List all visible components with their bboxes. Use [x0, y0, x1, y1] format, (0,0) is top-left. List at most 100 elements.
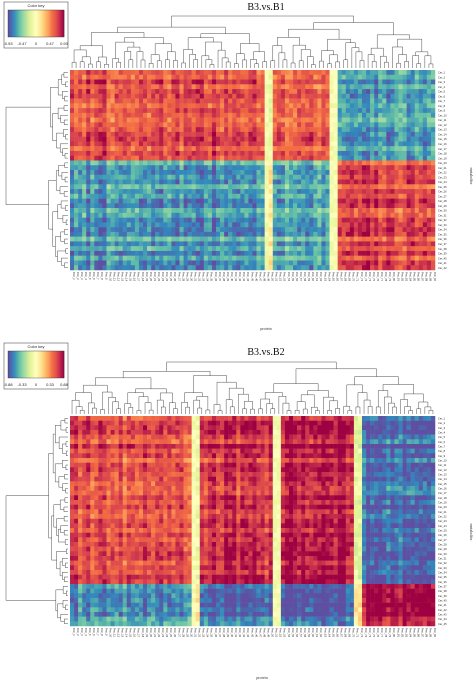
heatmap-cell: [224, 141, 229, 147]
heatmap-cell: [260, 131, 265, 137]
column-label: Prot_13: [121, 272, 125, 282]
heatmap-cell: [224, 420, 229, 426]
heatmap-cell: [345, 146, 351, 152]
heatmap-cell: [410, 439, 415, 445]
heatmap-cell: [370, 241, 375, 247]
heatmap-cell: [191, 203, 196, 209]
heatmap-cell: [301, 117, 306, 123]
heatmap-cell: [414, 108, 420, 114]
heatmap-cell: [272, 103, 278, 109]
heatmap-cell: [163, 208, 168, 214]
heatmap-cell: [301, 122, 306, 128]
heatmap-cell: [126, 74, 132, 80]
heatmap-cell: [183, 231, 188, 237]
color-key-swatch: [34, 351, 36, 378]
heatmap-cell: [337, 212, 342, 218]
heatmap-cell: [228, 150, 233, 156]
heatmap-cell: [301, 141, 306, 147]
dendrogram-branch: [63, 506, 68, 512]
heatmap-cell: [418, 150, 424, 156]
heatmap-cell: [224, 93, 229, 99]
heatmap-cell: [86, 150, 91, 156]
heatmap-cell: [175, 174, 180, 180]
heatmap-cell: [122, 227, 128, 233]
heatmap-cell: [378, 430, 383, 435]
heatmap-cell: [297, 198, 302, 204]
heatmap-cell: [151, 193, 156, 199]
heatmap-cell: [370, 127, 375, 133]
heatmap-cell: [410, 141, 415, 147]
heatmap-cell: [353, 84, 359, 90]
heatmap-cell: [203, 189, 209, 195]
heatmap-cell: [171, 98, 176, 104]
dendrogram-branch: [165, 59, 170, 68]
heatmap-cell: [325, 160, 330, 166]
heatmap-cell: [394, 74, 399, 80]
heatmap-cell: [333, 203, 338, 209]
heatmap-cell: [329, 222, 334, 228]
heatmap-cell: [280, 236, 286, 242]
heatmap-cell: [216, 222, 221, 228]
dendrogram-branch: [136, 410, 142, 414]
heatmap-cell: [362, 84, 367, 90]
heatmap-cell: [280, 444, 286, 449]
heatmap-cell: [191, 227, 196, 233]
heatmap-cell: [297, 208, 302, 214]
heatmap-cell: [211, 416, 217, 421]
heatmap-cell: [86, 231, 91, 237]
heatmap-cell: [183, 108, 188, 114]
heatmap-cell: [211, 444, 217, 449]
heatmap-cell: [280, 93, 286, 99]
heatmap-cell: [321, 127, 326, 133]
heatmap-cell: [122, 250, 128, 256]
row-label: Cer_40: [438, 256, 447, 260]
heatmap-cell: [297, 250, 302, 256]
heatmap-cell: [220, 117, 225, 123]
heatmap-cell: [390, 260, 395, 266]
heatmap-cell: [211, 170, 217, 176]
heatmap-cell: [349, 260, 355, 266]
heatmap-cell: [134, 108, 140, 114]
heatmap-cell: [293, 150, 298, 156]
heatmap-cell: [175, 112, 180, 118]
color-key-swatch: [22, 351, 24, 378]
heatmap-cell: [191, 430, 196, 435]
heatmap-cell: [293, 112, 298, 118]
heatmap-cell: [191, 222, 196, 228]
dendrogram-branch: [62, 443, 67, 454]
heatmap-cell: [341, 174, 347, 180]
heatmap-cell: [301, 231, 306, 237]
heatmap-cell: [272, 255, 278, 261]
heatmap-cell: [232, 246, 237, 252]
heatmap-cell: [78, 448, 83, 454]
heatmap-cell: [106, 430, 111, 435]
row-label: Cer_34: [438, 228, 447, 232]
heatmap-cell: [122, 184, 128, 190]
heatmap-cell: [430, 127, 436, 133]
heatmap-cell: [114, 165, 119, 171]
heatmap-cell: [118, 430, 123, 435]
heatmap-cell: [207, 131, 213, 137]
dendrogram-branch: [60, 614, 68, 622]
heatmap-cell: [301, 439, 306, 445]
heatmap-cell: [94, 416, 99, 421]
heatmap-cell: [289, 165, 294, 171]
heatmap-cell: [130, 217, 136, 223]
heatmap-cell: [138, 212, 144, 218]
heatmap-cell: [252, 193, 257, 199]
heatmap-cell: [130, 70, 136, 76]
heatmap-cell: [90, 444, 95, 449]
heatmap-cell: [414, 122, 420, 128]
dendrogram-branch: [144, 402, 152, 414]
heatmap-cell: [313, 241, 318, 247]
heatmap-cell: [394, 420, 399, 426]
heatmap-cell: [272, 241, 278, 247]
heatmap-cell: [159, 448, 164, 454]
heatmap-cell: [224, 236, 229, 242]
heatmap-cell: [98, 222, 103, 228]
heatmap-cell: [163, 430, 168, 435]
heatmap-cell: [187, 179, 192, 185]
dendrogram-branch: [150, 54, 160, 64]
heatmap-cell: [74, 103, 79, 109]
heatmap-cell: [179, 260, 184, 266]
